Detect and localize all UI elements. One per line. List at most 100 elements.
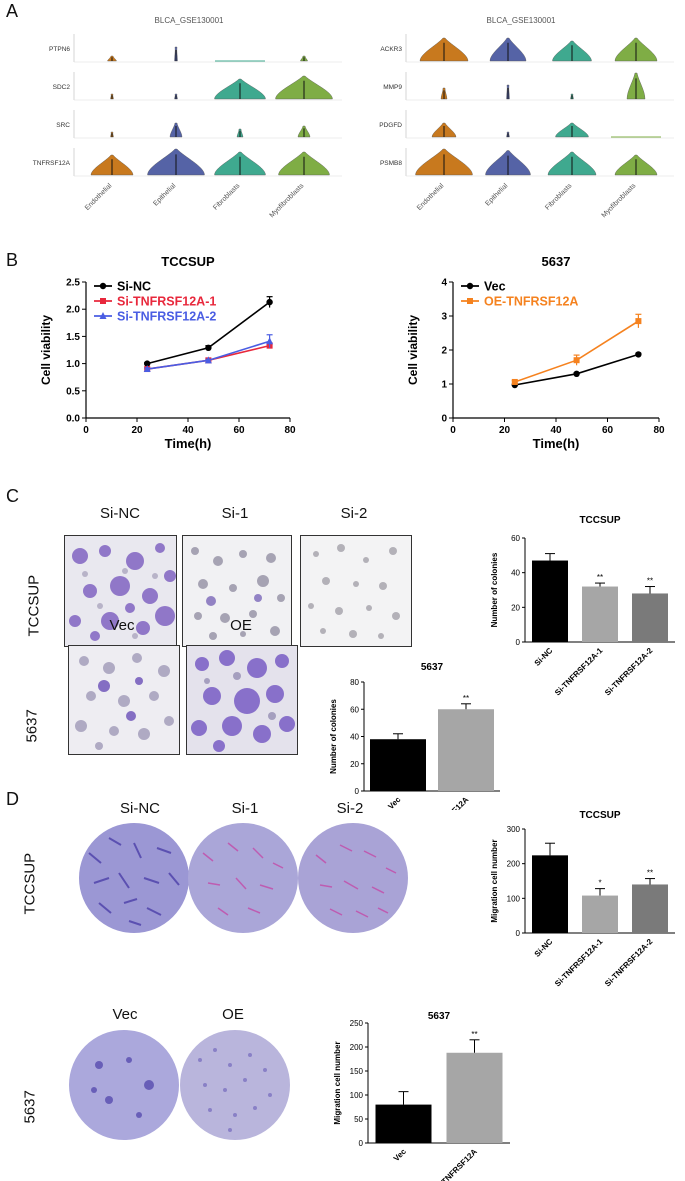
y-tick-label: 300 (507, 825, 521, 834)
violin-gene-label: SDC2 (53, 84, 71, 91)
x-axis-label: Time(h) (165, 436, 212, 451)
x-tick-label: 80 (284, 425, 296, 436)
violin-cell-label: Fibroblasts (212, 182, 242, 212)
y-tick-label: 200 (507, 860, 521, 869)
legend-marker (100, 298, 106, 304)
x-tick-label: 40 (550, 425, 562, 436)
data-point (266, 298, 273, 306)
y-tick-label: 150 (350, 1067, 364, 1076)
significance-label: ** (463, 694, 469, 703)
x-category-label: OE-TNFRSF12A (421, 795, 470, 810)
legend-marker (99, 282, 107, 290)
x-tick-label: 20 (499, 425, 511, 436)
violin-title: BLCA_GSE130001 (487, 16, 556, 25)
migration-row-label-tccsup: TCCSUP (21, 852, 39, 915)
y-tick-label: 20 (350, 760, 359, 769)
bar (446, 1052, 503, 1143)
x-tick-label: 40 (182, 425, 194, 436)
data-point (573, 357, 580, 364)
violin-gene-label: PTPN6 (49, 46, 70, 53)
violin-cell-label: Myofibroblasts (601, 182, 638, 219)
colony-image-si-nc (64, 535, 177, 647)
violin-cell-label: Myofibroblasts (269, 182, 306, 219)
y-tick-label: 20 (511, 603, 520, 612)
panel-label-c: C (6, 486, 19, 506)
data-point (511, 378, 518, 385)
x-category-label: Si-TNFRSF12A-1 (553, 937, 605, 989)
data-point (205, 344, 212, 352)
violin-cell-label: Epithelial (484, 182, 509, 207)
migration-row-label-5637: 5637 (21, 1090, 39, 1124)
y-tick-label: 100 (350, 1091, 364, 1100)
violin-cell-label: Endothelial (84, 182, 114, 212)
colony-bar-chart-tccsup: TCCSUP 0 20 40 60 Number of colonies Si-NC ** Si… (490, 515, 675, 698)
y-tick-label: 250 (350, 1019, 364, 1028)
violin-gene-label: PDGFD (379, 122, 402, 129)
chart-title: TCCSUP (161, 254, 215, 269)
violin-cell-label: Endothelial (416, 182, 446, 212)
y-tick-label: 2.0 (66, 305, 80, 316)
x-tick-label: 60 (602, 425, 614, 436)
y-tick-label: 0.5 (66, 386, 80, 397)
legend-label: Si-NC (117, 280, 151, 294)
y-tick-label: 0 (355, 787, 360, 796)
x-category-label: Si-TNFRSF12A-1 (553, 646, 605, 698)
chart-title: 5637 (421, 662, 444, 673)
y-tick-label: 0 (516, 638, 521, 647)
y-axis-label: Cell viability (406, 315, 420, 385)
migration-image-si-nc (79, 823, 189, 933)
migration-bar-chart-5637: 5637 0 50 100 150 200 250 Migration cell number… (333, 1011, 510, 1181)
violin-cell-label: Epithelial (152, 182, 177, 207)
panel-label-b: B (6, 250, 19, 270)
x-axis-label: Time(h) (533, 436, 580, 451)
violin-plot-right: BLCA_GSE130001 ACKR3 MMP9 PDGFD PSMB8 Endothe… (379, 16, 674, 219)
x-category-label: Si-NC (533, 646, 555, 668)
x-tick-label: 80 (653, 425, 665, 436)
legend-label: Vec (484, 280, 506, 294)
bar (532, 855, 568, 933)
colony-image-si-2 (300, 535, 412, 647)
chart-title: TCCSUP (579, 515, 620, 526)
x-category-label: Si-TNFRSF12A-2 (603, 937, 655, 989)
y-tick-label: 0.0 (66, 414, 80, 425)
colony-row-label-tccsup: TCCSUP (25, 574, 43, 637)
migration-label-vec: Vec (112, 1006, 138, 1023)
violin-gene-label: SRC (56, 122, 70, 129)
migration-image-si-2 (298, 823, 408, 933)
migration-image-si-1 (188, 823, 298, 933)
violin-gene-label: TNFRSF12A (33, 160, 71, 167)
migration-image-oe (180, 1030, 290, 1140)
legend-label: Si-TNFRSF12A-1 (117, 295, 216, 309)
colony-row-label-5637: 5637 (23, 709, 41, 743)
colony-label-si-2: Si-2 (340, 505, 368, 522)
y-tick-label: 40 (511, 569, 520, 578)
x-tick-label: 60 (233, 425, 245, 436)
y-axis-label: Migration cell number (333, 1041, 342, 1124)
y-tick-label: 4 (441, 278, 447, 289)
x-category-label: Vec (392, 1147, 409, 1164)
panel-label-a: A (6, 1, 19, 21)
y-tick-label: 3 (441, 312, 447, 323)
chart-title: 5637 (428, 1011, 451, 1022)
colony-label-oe: OE (230, 617, 252, 634)
y-tick-label: 2 (441, 346, 447, 357)
bar (632, 884, 668, 933)
violin-gene-label: ACKR3 (380, 46, 402, 53)
colony-image-si-1 (182, 535, 292, 647)
migration-bar-chart-tccsup: TCCSUP 0 100 200 300 Migration cell number Si-… (490, 810, 675, 989)
y-tick-label: 0 (441, 414, 447, 425)
y-tick-label: 0 (516, 929, 521, 938)
x-tick-label: 20 (131, 425, 143, 436)
viability-chart-5637: 5637 0 20 40 60 80 0 1 2 3 4 Time(h) Cell viability V… (406, 254, 665, 451)
data-point (573, 370, 580, 377)
y-tick-label: 100 (507, 894, 521, 903)
violin-plot-left: BLCA_GSE130001 PTPN6 SDC2 SRC TNFRSF12A Endot… (33, 16, 342, 219)
bar (532, 560, 568, 642)
bar (438, 709, 494, 791)
legend-marker (99, 312, 107, 319)
data-point (635, 318, 642, 325)
y-axis-label: Migration cell number (490, 839, 499, 922)
data-point (144, 360, 151, 367)
legend-label: Si-TNFRSF12A-2 (117, 310, 216, 324)
